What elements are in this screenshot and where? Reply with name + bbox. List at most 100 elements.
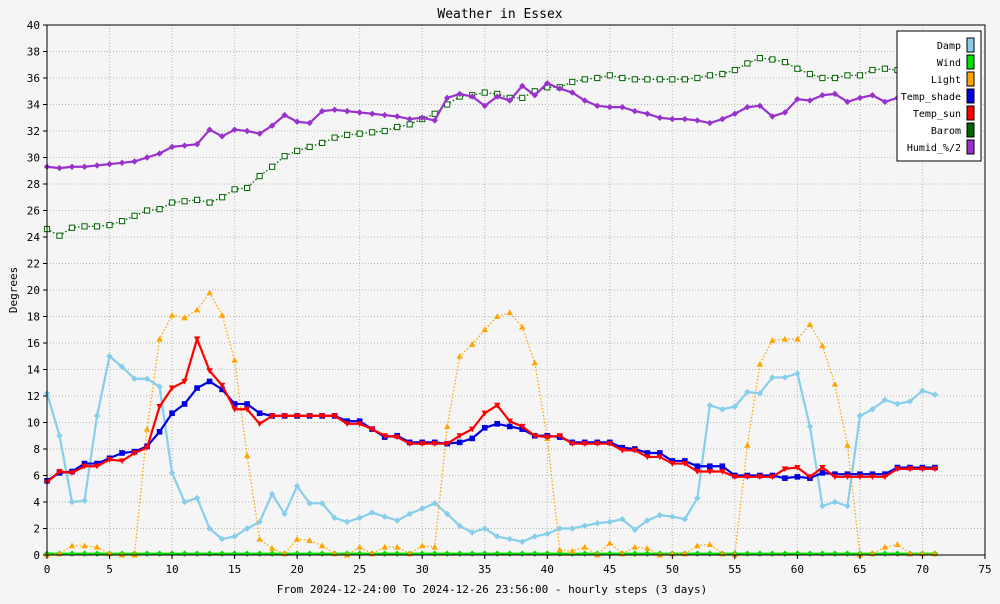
data-point xyxy=(356,130,363,137)
data-point xyxy=(519,94,526,101)
y-tick-label: 28 xyxy=(27,178,40,191)
data-point xyxy=(406,115,413,123)
data-point xyxy=(381,550,388,557)
data-point xyxy=(181,378,188,385)
data-point xyxy=(318,107,326,115)
y-tick-label: 2 xyxy=(33,523,40,536)
y-tick-label: 4 xyxy=(33,496,40,509)
data-point xyxy=(193,196,201,204)
data-point xyxy=(644,76,651,83)
data-point xyxy=(268,550,276,557)
data-point xyxy=(306,143,313,151)
data-point xyxy=(531,433,538,439)
x-tick-label: 75 xyxy=(978,563,991,576)
y-tick-label: 22 xyxy=(27,258,40,271)
x-tick-label: 70 xyxy=(916,563,929,576)
data-point xyxy=(706,541,714,547)
data-point xyxy=(856,94,864,102)
data-point xyxy=(719,70,726,78)
data-point xyxy=(644,517,651,524)
data-point xyxy=(368,426,376,433)
data-point xyxy=(218,311,226,318)
data-point xyxy=(569,441,576,447)
data-point xyxy=(306,413,313,420)
data-point xyxy=(81,460,88,467)
data-point xyxy=(81,163,88,170)
data-point xyxy=(319,139,326,147)
y-tick-label: 32 xyxy=(27,125,40,138)
data-point xyxy=(794,65,801,72)
data-point xyxy=(456,433,463,439)
data-point xyxy=(706,119,714,127)
data-point xyxy=(681,461,689,467)
data-point xyxy=(857,471,863,477)
data-point xyxy=(318,500,326,507)
y-tick-label: 30 xyxy=(27,152,40,165)
data-point xyxy=(881,65,889,72)
data-point xyxy=(731,403,739,410)
data-point xyxy=(694,468,701,475)
legend-swatch-barom xyxy=(966,122,975,138)
data-point xyxy=(682,458,688,464)
data-point xyxy=(394,123,401,131)
series-layer xyxy=(43,55,939,558)
data-point xyxy=(81,542,88,549)
data-point xyxy=(744,474,751,481)
data-point xyxy=(393,517,401,524)
legend-label-wind: Wind xyxy=(937,58,961,69)
data-point xyxy=(531,359,538,366)
data-point xyxy=(456,522,463,530)
data-point xyxy=(819,502,826,510)
data-point xyxy=(256,421,263,428)
data-point xyxy=(218,535,226,543)
data-point xyxy=(581,76,588,83)
data-point xyxy=(231,550,238,557)
data-point xyxy=(281,413,288,420)
data-point xyxy=(594,441,601,447)
legend-swatch-humid-2 xyxy=(966,139,975,155)
series-line-barom xyxy=(46,57,935,237)
data-point xyxy=(544,434,551,441)
data-point xyxy=(519,538,526,545)
data-point xyxy=(118,159,126,166)
data-point xyxy=(244,184,251,192)
data-point xyxy=(581,550,588,557)
data-point xyxy=(744,550,751,557)
data-point xyxy=(156,150,163,157)
data-point xyxy=(206,550,213,557)
legend-label-temp-shade: Temp_shade xyxy=(901,92,961,103)
legend-swatch-temp-sun xyxy=(966,105,975,121)
data-point xyxy=(931,466,939,473)
x-tick-label: 65 xyxy=(853,563,866,576)
data-point xyxy=(181,550,188,557)
data-point xyxy=(431,543,438,550)
x-tick-label: 30 xyxy=(416,563,429,576)
data-point xyxy=(168,469,176,477)
data-point xyxy=(531,92,538,99)
data-point xyxy=(431,500,438,507)
x-tick-label: 25 xyxy=(353,563,366,576)
data-point xyxy=(168,143,176,151)
data-point xyxy=(844,550,851,557)
data-point xyxy=(869,474,876,481)
data-point xyxy=(243,406,251,413)
data-point xyxy=(381,127,388,135)
data-point xyxy=(281,510,288,518)
data-point xyxy=(631,107,639,115)
data-point xyxy=(331,134,338,141)
x-tick-label: 0 xyxy=(44,563,51,576)
data-point xyxy=(94,460,100,467)
data-point xyxy=(293,550,301,557)
data-point xyxy=(218,550,226,557)
data-point xyxy=(731,110,739,117)
data-point xyxy=(368,110,376,117)
legend: Damp Wind Light Temp_shade Temp_sun Barom Humi… xyxy=(896,30,982,162)
data-point xyxy=(731,474,739,481)
data-point xyxy=(756,55,763,62)
data-point xyxy=(456,439,463,446)
data-point xyxy=(919,387,926,394)
data-point xyxy=(769,474,776,481)
data-point xyxy=(481,550,488,557)
data-point xyxy=(806,97,814,104)
data-point xyxy=(706,72,713,79)
